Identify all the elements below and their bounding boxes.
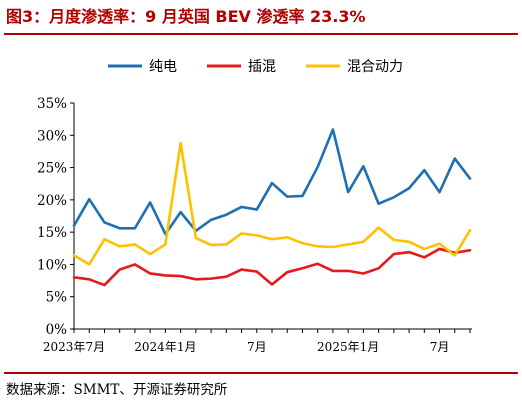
chart-title: 图3：月度渗透率：9 月英国 BEV 渗透率 23.3% <box>6 7 366 26</box>
series-line-2 <box>72 247 472 287</box>
series-line-3 <box>72 141 472 266</box>
y-tick-label: 5% <box>46 290 68 306</box>
x-tick-label: 2025年1月 <box>317 340 379 354</box>
x-axis: 2023年7月 2024年1月 7月 2025年1月 7月 <box>43 328 472 354</box>
x-tick-label: 2024年1月 <box>134 340 196 354</box>
series-layer <box>72 128 472 287</box>
y-tick-label: 30% <box>37 128 67 144</box>
y-tick-label: 25% <box>37 161 67 177</box>
legend-label-1: 纯电 <box>149 59 177 75</box>
y-tick-label: 10% <box>37 257 67 273</box>
y-tick-label: 20% <box>37 193 67 209</box>
legend: 纯电 插混 混合动力 <box>108 59 403 75</box>
y-tick-label: 0% <box>46 322 68 338</box>
x-tick-label: 7月 <box>247 340 267 354</box>
legend-label-2: 插混 <box>248 59 276 75</box>
legend-label-3: 混合动力 <box>347 59 403 75</box>
series-line-1 <box>72 128 472 236</box>
y-axis: 0% 5% 10% 15% 20% 25% 30% 35% <box>37 96 75 338</box>
y-tick-label: 15% <box>37 225 67 241</box>
source-rule <box>4 372 518 374</box>
x-tick-label: 2023年7月 <box>43 340 105 354</box>
y-tick-label: 35% <box>37 96 67 112</box>
x-tick-label: 7月 <box>430 340 450 354</box>
source-note: 数据来源：SMMT、开源证券研究所 <box>6 382 228 398</box>
title-rule <box>4 33 518 35</box>
